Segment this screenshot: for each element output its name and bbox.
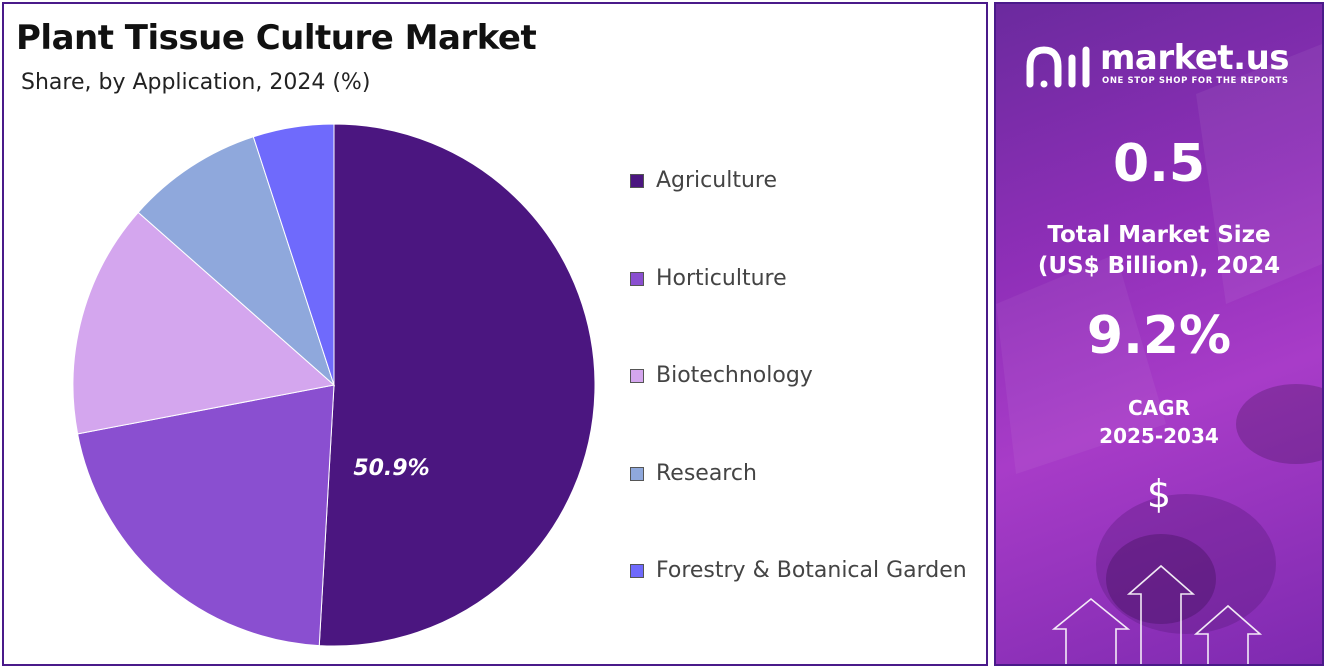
cagr-value: 9.2%	[1086, 306, 1232, 366]
summary-panel: market.us ONE STOP SHOP FOR THE REPORTS …	[994, 2, 1324, 666]
cagr-period: 2025-2034	[1099, 424, 1219, 448]
legend-label: Horticulture	[656, 265, 787, 291]
legend-label: Agriculture	[656, 168, 777, 193]
market-size-label-1: Total Market Size	[1047, 222, 1271, 248]
legend-swatch	[630, 564, 644, 578]
legend-swatch	[630, 466, 644, 481]
pie-slice-agriculture	[318, 123, 596, 647]
legend-swatch	[630, 174, 644, 188]
brand-tagline: ONE STOP SHOP FOR THE REPORTS	[1102, 76, 1289, 86]
cagr-label: CAGR	[1128, 396, 1190, 420]
chart-subtitle: Share, by Application, 2024 (%)	[21, 70, 371, 95]
market-us-logo: market.us ONE STOP SHOP FOR THE REPORTS	[1026, 38, 1306, 92]
legend-swatch	[630, 369, 644, 383]
legend-swatch	[630, 271, 644, 286]
market-size-label-2: (US$ Billion), 2024	[1037, 253, 1281, 279]
pie-slice-biotechnology	[72, 211, 336, 435]
pie-slice-research	[137, 136, 336, 387]
background-decoration	[996, 44, 1322, 664]
market-us-logo-icon	[1026, 46, 1090, 88]
legend-label: Research	[656, 460, 757, 486]
market-size-value: 0.5	[1112, 134, 1206, 194]
dollar-icon: $	[1146, 472, 1172, 516]
pie-chart: 50.9%	[72, 123, 596, 647]
pie-slice-forestry-botanical-garden	[252, 123, 335, 386]
legend-label: Forestry & Botanical Garden	[656, 558, 967, 583]
pie-data-label: 50.9%	[353, 456, 429, 481]
pie-slice-horticulture	[77, 384, 335, 647]
chart-title: Plant Tissue Culture Market	[16, 18, 537, 58]
legend-label: Biotechnology	[656, 363, 813, 388]
chart-panel: Plant Tissue Culture Market Share, by Ap…	[2, 2, 988, 666]
brand-name: market.us	[1100, 38, 1290, 78]
up-arrow-icon	[1051, 564, 1263, 664]
